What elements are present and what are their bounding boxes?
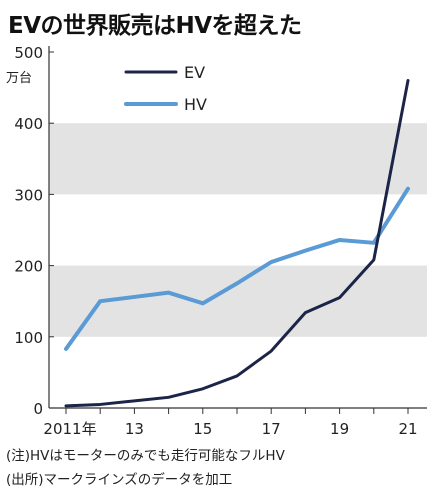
legend-label-ev: EV — [184, 63, 205, 82]
grid-band — [49, 123, 427, 195]
x-tick-label: 2011年 — [43, 420, 96, 438]
footnote: (注)HVはモーターのみでも走行可能なフルHV — [6, 448, 285, 464]
legend: EV HV — [124, 63, 207, 114]
chart-title: EVの世界販売はHVを超えた — [8, 13, 302, 39]
series-line-ev — [64, 78, 410, 408]
line-chart: 0 100 200 300 400 500 2011年 13 15 17 19 21 万台 EV HV — [6, 44, 427, 438]
x-tick-label: 19 — [330, 420, 349, 438]
y-tick-label: 400 — [14, 115, 43, 133]
y-tick-labels: 0 100 200 300 400 500 — [14, 44, 43, 418]
source-note: (出所)マークラインズのデータを加工 — [6, 472, 233, 488]
series-line-hv — [64, 186, 410, 351]
axes — [48, 46, 427, 414]
y-tick-label: 0 — [33, 400, 43, 418]
x-tick-label: 13 — [125, 420, 144, 438]
y-tick-label: 200 — [14, 258, 43, 276]
y-tick-label: 300 — [14, 186, 43, 204]
x-tick-labels: 2011年 13 15 17 19 21 — [43, 420, 417, 438]
x-tick-label: 15 — [193, 420, 212, 438]
y-tick-label: 100 — [14, 329, 43, 347]
x-tick-label: 17 — [262, 420, 281, 438]
legend-label-hv: HV — [184, 95, 207, 114]
grid-bands — [49, 123, 427, 337]
y-unit-label: 万台 — [6, 71, 32, 86]
series-lines — [64, 78, 410, 408]
x-tick-label: 21 — [398, 420, 417, 438]
y-tick-label: 500 — [14, 44, 43, 62]
